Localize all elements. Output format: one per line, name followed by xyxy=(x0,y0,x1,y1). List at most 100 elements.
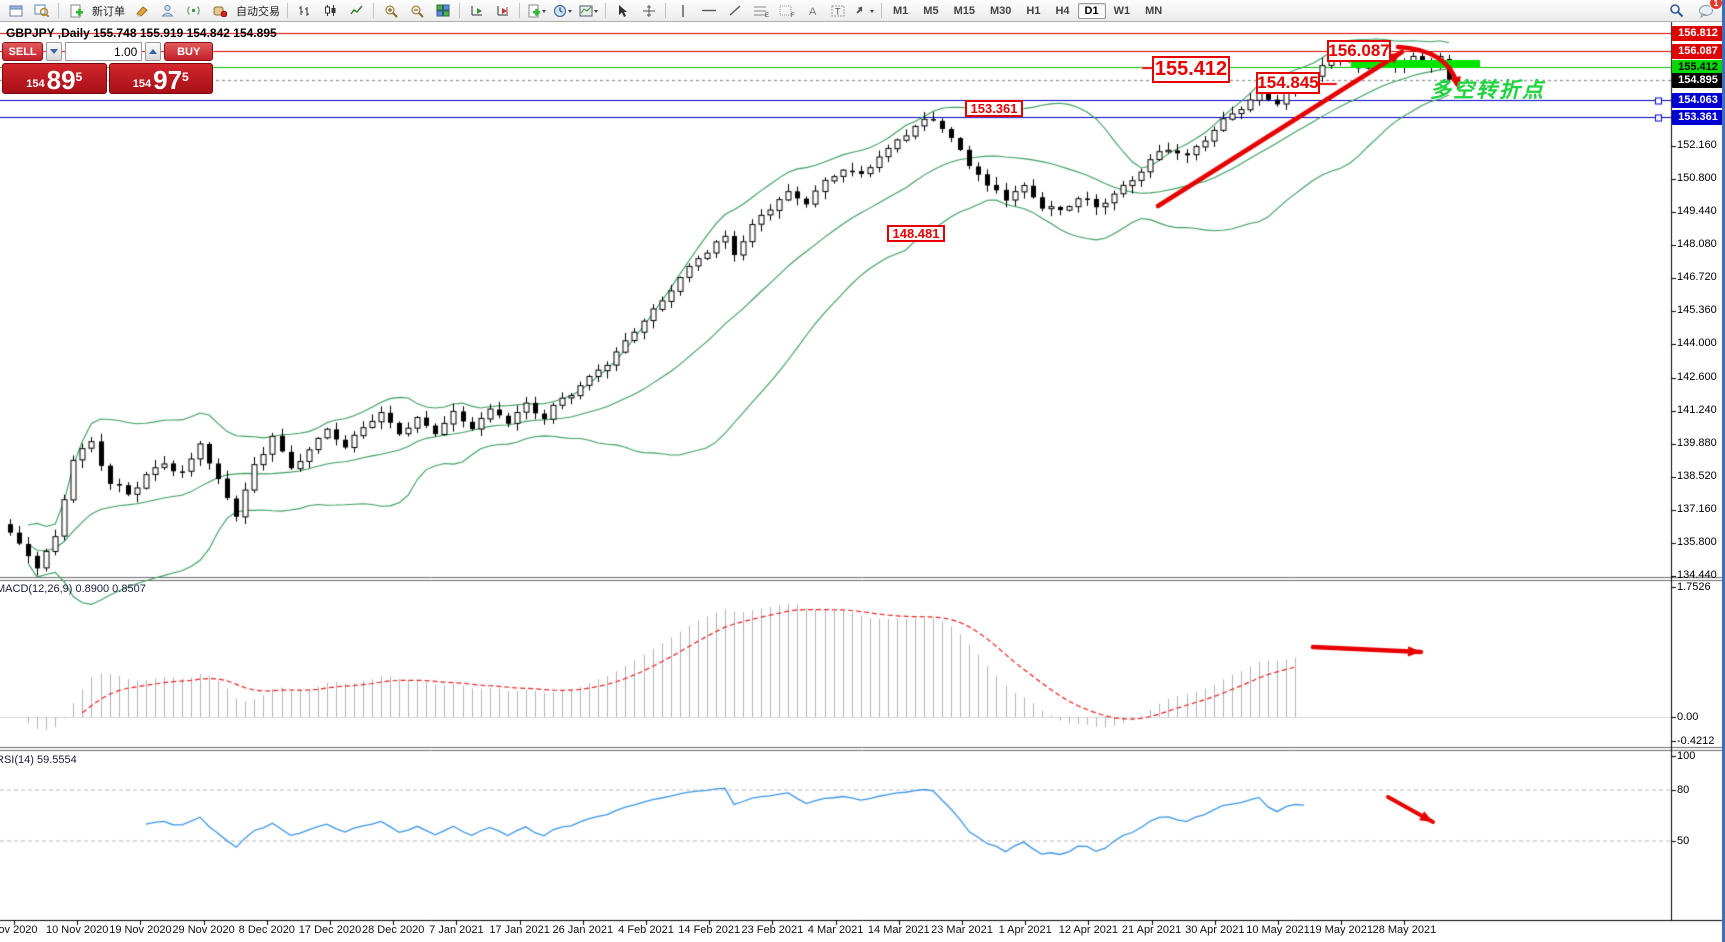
timeframe-m1[interactable]: M1 xyxy=(893,4,909,17)
date-label: 12 Apr 2021 xyxy=(1058,924,1119,936)
trendline-icon[interactable] xyxy=(722,1,747,20)
timeframe-h4[interactable]: H4 xyxy=(1055,4,1070,17)
volume-decrease-button[interactable] xyxy=(46,42,63,61)
price-level-tag: 154.063 xyxy=(1672,92,1724,108)
grid-icon[interactable]: F xyxy=(774,1,799,20)
annotation-price-label[interactable]: 153.361 xyxy=(965,100,1023,117)
annotation-price-label[interactable]: 148.481 xyxy=(887,225,945,242)
cursor-icon[interactable] xyxy=(610,1,635,20)
price-tick-label: 146.720 xyxy=(1677,270,1717,283)
price-level-tag: 156.087 xyxy=(1672,43,1724,59)
date-label: 14 Feb 2021 xyxy=(678,924,741,936)
timeframe-m15[interactable]: M15 xyxy=(953,4,975,17)
price-tick-label: 137.160 xyxy=(1677,502,1717,515)
toolbar: 新订单 自动交易 E F A T M1 M5 M15 M30 H1 H4 D1 W1 MN 1 xyxy=(0,0,1725,22)
candlestick-chart-icon[interactable] xyxy=(318,1,343,20)
toolbar-right-group: 1 xyxy=(1664,0,1723,20)
window-right-border xyxy=(1722,0,1725,942)
vertical-line-icon[interactable] xyxy=(670,1,695,20)
autotrading-icon[interactable] xyxy=(207,1,232,20)
periods-icon[interactable] xyxy=(550,1,575,20)
chart-shift-icon[interactable] xyxy=(490,1,515,20)
highlighter-icon[interactable] xyxy=(129,1,154,20)
toolbar-separator xyxy=(881,3,882,18)
svg-text:E: E xyxy=(765,13,769,18)
price-tick-label: 152.160 xyxy=(1677,139,1717,151)
tile-windows-icon[interactable] xyxy=(430,1,455,20)
line-chart-icon[interactable] xyxy=(344,1,369,20)
annotation-price-label[interactable]: 154.845 xyxy=(1256,72,1320,94)
auto-scroll-icon[interactable] xyxy=(464,1,489,20)
macd-tick-label: 0.00 xyxy=(1677,711,1699,723)
rsi-label: RSI(14) 59.5554 xyxy=(0,754,77,766)
date-label: 8 Dec 2020 xyxy=(238,924,295,936)
sell-price-display[interactable]: 154 89 5 xyxy=(2,63,107,94)
buy-price-display[interactable]: 154 97 5 xyxy=(108,63,213,94)
toolbar-separator xyxy=(58,3,59,18)
svg-text:A: A xyxy=(809,6,817,17)
date-label: 19 May 2021 xyxy=(1309,924,1373,936)
new-order-button[interactable] xyxy=(63,1,88,20)
price-tick-label: 135.800 xyxy=(1677,535,1717,548)
timeframe-h1[interactable]: H1 xyxy=(1026,4,1041,17)
text-icon[interactable]: A xyxy=(800,1,825,20)
new-chart-icon[interactable] xyxy=(3,1,28,20)
templates-icon[interactable] xyxy=(576,1,601,20)
timeframe-mn[interactable]: MN xyxy=(1145,4,1163,17)
indicators-icon[interactable] xyxy=(524,1,549,20)
volume-input[interactable]: 1.00 xyxy=(65,42,143,61)
sell-button[interactable]: SELL xyxy=(2,42,44,61)
annotation-price-label[interactable]: 156.087 xyxy=(1327,40,1391,62)
fibonacci-icon[interactable]: E xyxy=(748,1,773,20)
timeframe-group: M1 M5 M15 M30 H1 H4 D1 W1 MN xyxy=(886,2,1169,19)
timeframe-m30[interactable]: M30 xyxy=(989,4,1012,17)
crosshair-icon[interactable] xyxy=(636,1,661,20)
buy-price-prefix: 154 xyxy=(132,78,152,90)
price-level-tag: 154.895 xyxy=(1672,72,1724,88)
arrows-shapes-icon[interactable] xyxy=(852,1,877,20)
search-icon[interactable] xyxy=(1664,1,1689,20)
profile-user-icon[interactable] xyxy=(155,1,180,20)
annotation-price-label[interactable]: 155.412 xyxy=(1152,56,1230,83)
bar-chart-icon[interactable] xyxy=(292,1,317,20)
annotation-note[interactable]: 多空转折点 xyxy=(1430,79,1545,102)
triangle-down-icon xyxy=(50,49,59,54)
buy-button[interactable]: BUY xyxy=(164,42,214,61)
price-tick-label: 142.600 xyxy=(1677,370,1717,383)
toolbar-separator xyxy=(459,3,460,18)
date-label: 17 Jan 2021 xyxy=(489,924,550,936)
svg-text:T: T xyxy=(835,6,841,16)
price-level-tag: 156.812 xyxy=(1672,26,1724,42)
volume-increase-button[interactable] xyxy=(145,42,162,61)
toolbar-separator xyxy=(373,3,374,18)
profiles-icon[interactable] xyxy=(29,1,54,20)
autotrading-label[interactable]: 自动交易 xyxy=(236,5,280,18)
price-tick-label: 148.080 xyxy=(1677,237,1717,250)
timeframe-d1[interactable]: D1 xyxy=(1077,2,1106,19)
sell-price-main: 89 xyxy=(46,65,76,95)
toolbar-separator xyxy=(519,3,520,18)
timeframe-w1[interactable]: W1 xyxy=(1113,4,1131,17)
zoom-out-icon[interactable] xyxy=(404,1,429,20)
price-tick-label: 149.440 xyxy=(1677,204,1717,217)
new-order-label[interactable]: 新订单 xyxy=(92,5,125,18)
text-label-icon[interactable]: T xyxy=(826,1,851,20)
date-label: 14 Mar 2021 xyxy=(867,924,930,936)
date-label: 7 Jan 2021 xyxy=(429,924,484,936)
signals-icon[interactable] xyxy=(181,1,206,20)
toolbar-separator xyxy=(605,3,606,18)
sell-price-prefix: 154 xyxy=(26,78,45,90)
toolbar-separator xyxy=(665,3,666,18)
zoom-in-icon[interactable] xyxy=(378,1,403,20)
chat-notifications-button[interactable]: 1 xyxy=(1693,0,1723,20)
price-level-tag: 155.412 xyxy=(1672,60,1724,76)
date-label: 17 Dec 2020 xyxy=(298,924,362,936)
date-label: 4 Mar 2021 xyxy=(807,924,864,936)
toolbar-separator xyxy=(287,3,288,18)
date-label: 4 Feb 2021 xyxy=(618,924,674,936)
horizontal-line-icon[interactable] xyxy=(696,1,721,20)
date-label: 23 Feb 2021 xyxy=(741,924,804,936)
timeframe-m5[interactable]: M5 xyxy=(923,4,939,17)
date-label: 10 Nov 2020 xyxy=(45,924,109,936)
